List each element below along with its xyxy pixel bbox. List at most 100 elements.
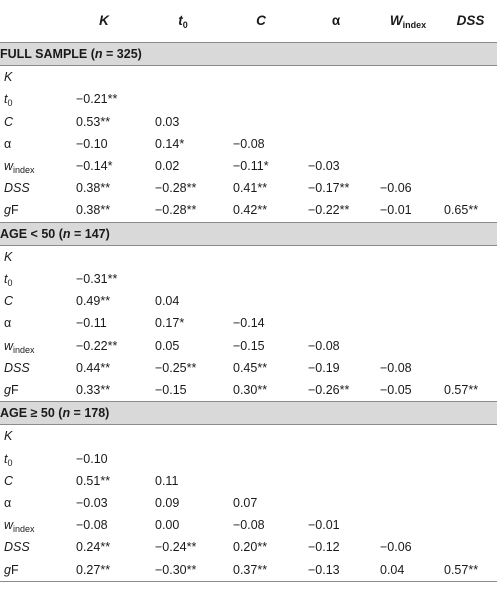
section-header: AGE < 50 (n = 147) [0,221,497,246]
cell-value: 0.27** [76,562,111,577]
row-label: C [0,470,64,492]
table-cell [372,448,444,470]
cell-value: 0.03 [155,114,180,129]
table-cell [300,66,372,89]
table-row-dss: DSS 0.44** −0.25** 0.45** −0.19 −0.08 [0,357,497,379]
cell-value: −0.01 [380,203,412,218]
header-k: K [99,13,109,28]
table-cell [444,448,497,470]
table-cell: −0.01 [300,514,372,536]
table-cell: 0.38** [64,199,144,222]
table-cell: −0.15 [144,379,222,402]
table-cell: −0.22** [300,199,372,222]
table-row-c: C 0.49** 0.04 [0,290,497,312]
row-label-main: α [4,496,12,511]
table-cell [444,312,497,334]
table-cell: 0.05 [144,335,222,357]
cell-value: 0.30** [233,383,268,398]
row-label-main: K [4,70,13,85]
table-cell [444,268,497,290]
cell-value: −0.08 [308,338,340,353]
cell-value: 0.42** [233,203,268,218]
cell-value: 0.37** [233,562,268,577]
section-title-text: AGE < 50 ( [0,226,63,241]
row-label-main: w [4,159,14,174]
table-cell: 0.27** [64,558,144,582]
table-cell [300,470,372,492]
row-label: C [0,290,64,312]
row-label-rest: F [10,562,19,577]
section-n: n [62,406,71,421]
cell-value: −0.31** [76,272,118,287]
table-cell: −0.12 [300,536,372,558]
cell-value: 0.38** [76,181,111,196]
row-label: t0 [0,268,64,290]
cell-value: 0.17* [155,316,185,331]
table-cell [300,88,372,110]
table-cell [372,133,444,155]
table-cell: 0.30** [222,379,300,402]
cell-value: 0.57** [444,562,479,577]
table-row-dss: DSS 0.24** −0.24** 0.20** −0.12 −0.06 [0,536,497,558]
table-row-t0: t0 −0.10 [0,448,497,470]
table-cell: −0.06 [372,536,444,558]
table-cell: −0.14 [222,312,300,334]
table-cell: −0.03 [64,492,144,514]
row-label: α [0,492,64,514]
cell-value: −0.15 [233,338,265,353]
table-row-dss: DSS 0.38** −0.28** 0.41** −0.17** −0.06 [0,177,497,199]
table-header: K t0 C α Windex DSS [0,0,497,43]
row-label-main: t [4,272,8,287]
table-cell: 0.57** [444,379,497,402]
table-cell [444,245,497,268]
row-label-main: K [4,249,13,264]
header-windex: Windex [389,13,427,30]
table-cell: −0.22** [64,335,144,357]
table-cell: −0.05 [372,379,444,402]
cell-value: −0.28** [155,181,197,196]
table-cell: 0.02 [144,155,222,177]
row-label: gF [0,379,64,402]
table-row-gf: gF 0.27** −0.30** 0.37** −0.13 0.04 0.57** [0,558,497,582]
table-cell [444,536,497,558]
table-cell: −0.26** [300,379,372,402]
table-cell: −0.03 [300,155,372,177]
table-cell [300,133,372,155]
row-label: gF [0,199,64,222]
row-label: gF [0,558,64,582]
table-row-t0: t0 −0.31** [0,268,497,290]
table-cell [444,290,497,312]
row-label-main: C [4,114,14,129]
table-cell: −0.21** [64,88,144,110]
row-label-sub: index [13,344,35,355]
cell-value: 0.02 [155,159,180,174]
row-label-sub: 0 [7,98,13,109]
table-cell [300,268,372,290]
cell-value: 0.04 [380,562,405,577]
table-cell: −0.08 [222,133,300,155]
table-cell [372,66,444,89]
row-label-main: t [4,92,8,107]
table-cell [372,312,444,334]
section-title: AGE ≥ 50 (n = 178) [0,401,497,426]
table-cell [300,448,372,470]
cell-value: −0.06 [380,181,412,196]
section-title: FULL SAMPLE (n = 325) [0,41,497,67]
row-label-main: C [4,473,14,488]
header-corner [0,0,64,43]
header-dss: DSS [456,13,485,28]
section-title-text: AGE ≥ 50 ( [0,406,63,421]
cell-value: −0.14* [76,159,113,174]
cell-value: −0.08 [380,360,412,375]
table-cell [222,290,300,312]
cell-value: −0.24** [155,540,197,555]
table-cell [372,155,444,177]
cell-value: −0.03 [308,159,340,174]
table-row-gf: gF 0.33** −0.15 0.30** −0.26** −0.05 0.57** [0,379,497,402]
table-cell: −0.06 [372,177,444,199]
row-label-main: w [4,518,14,533]
section-count: = 325) [102,47,142,61]
table-cell [444,470,497,492]
table-cell: 0.37** [222,558,300,582]
